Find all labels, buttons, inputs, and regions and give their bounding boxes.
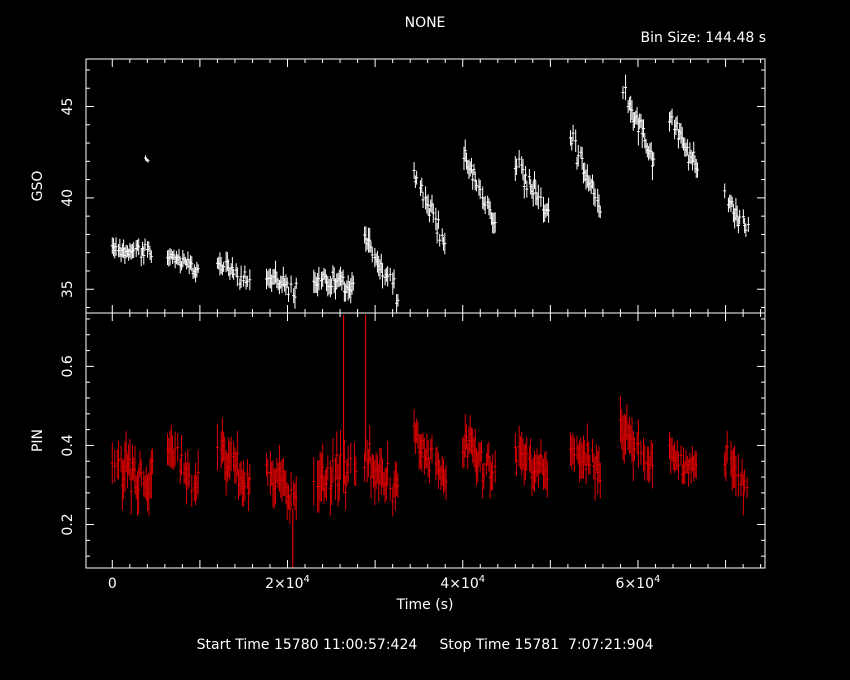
bin-size-label: Bin Size: 144.48 s bbox=[640, 30, 766, 46]
x-axis-label: Time (s) bbox=[396, 597, 454, 613]
y-axis-title: PIN bbox=[30, 429, 46, 452]
x-tick-label: 0 bbox=[108, 576, 117, 592]
y-tick-label: 35 bbox=[60, 280, 76, 298]
start-time: Start Time 15780 11:00:57:424 bbox=[196, 637, 418, 653]
chart-title: NONE bbox=[404, 15, 446, 31]
x-tick-label: 6×104 bbox=[616, 574, 661, 592]
panel-frame bbox=[85, 312, 766, 569]
axes: 35 40 45 GSO 0.2 0.4 0.6 PIN 0 2×104 4×104 6×104 bbox=[30, 58, 766, 592]
y-tick-label: 0.6 bbox=[60, 355, 76, 377]
y-tick-label: 0.4 bbox=[60, 434, 76, 456]
stop-time: Stop Time 15781 7:07:21:904 bbox=[439, 637, 654, 653]
y-tick-label: 0.2 bbox=[60, 513, 76, 535]
time-range-footer: Start Time 15780 11:00:57:424 Stop Time … bbox=[0, 637, 850, 653]
panel-frame bbox=[85, 58, 766, 314]
y-axis-title: GSO bbox=[30, 171, 46, 202]
pin-series bbox=[110, 314, 749, 568]
gso-series bbox=[110, 74, 750, 313]
y-tick-label: 45 bbox=[60, 98, 76, 116]
x-tick-label: 2×104 bbox=[265, 574, 310, 592]
y-tick-label: 40 bbox=[60, 189, 76, 207]
x-tick-label: 4×104 bbox=[440, 574, 485, 592]
